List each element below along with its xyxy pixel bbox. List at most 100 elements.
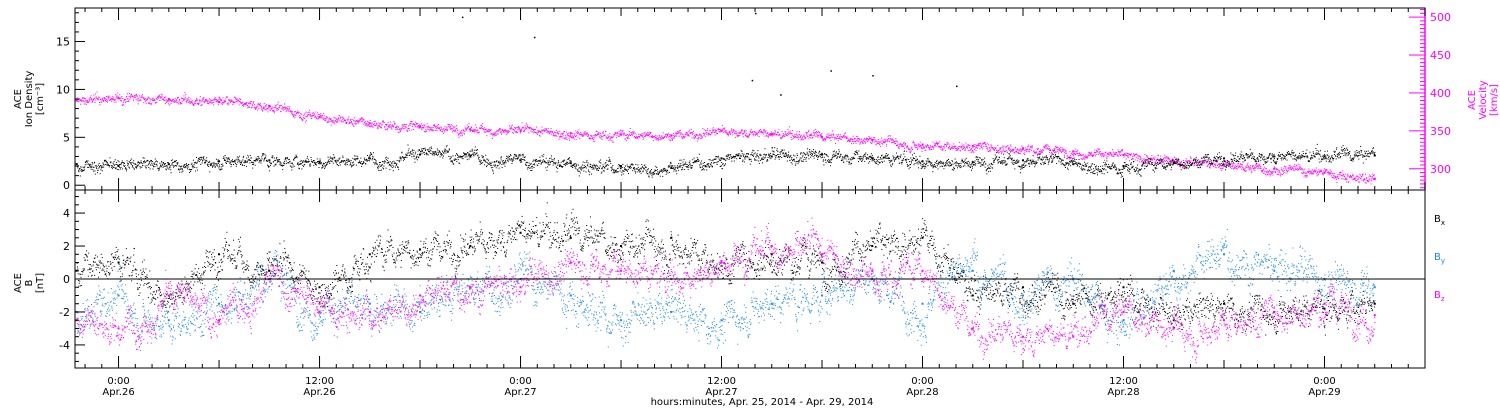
- scatter-dot: [1103, 159, 1105, 161]
- scatter-dot: [371, 159, 373, 161]
- scatter-dot: [152, 161, 154, 163]
- scatter-dot: [737, 132, 739, 134]
- scatter-dot: [812, 132, 814, 134]
- scatter-dot: [179, 171, 181, 173]
- scatter-dot: [1105, 151, 1107, 153]
- scatter-dot: [417, 157, 419, 159]
- scatter-dot: [506, 132, 508, 134]
- scatter-dot: [156, 97, 158, 99]
- scatter-dot: [330, 117, 332, 119]
- scatter-dot: [1017, 149, 1019, 151]
- scatter-dot: [406, 129, 408, 131]
- scatter-dot: [1119, 151, 1121, 153]
- scatter-dot: [337, 121, 339, 123]
- scatter-dot: [1078, 153, 1080, 155]
- scatter-dot: [184, 99, 186, 101]
- scatter-dot: [424, 153, 426, 155]
- scatter-dot: [1323, 172, 1325, 174]
- scatter-dot: [1165, 156, 1167, 158]
- scatter-dot: [677, 130, 679, 132]
- scatter-dot: [740, 130, 742, 132]
- scatter-dot: [405, 156, 407, 158]
- scatter-dot: [494, 134, 496, 136]
- scatter-dot: [1071, 158, 1073, 160]
- scatter-dot: [956, 148, 958, 150]
- scatter-dot: [241, 160, 243, 162]
- scatter-dot: [1345, 179, 1347, 181]
- scatter-dot: [499, 162, 501, 164]
- scatter-dot: [771, 133, 773, 135]
- scatter-dot: [955, 149, 957, 151]
- scatter-dot: [742, 133, 744, 135]
- scatter-dot: [759, 129, 761, 131]
- scatter-dot: [271, 163, 273, 165]
- scatter-dot: [1083, 157, 1085, 159]
- scatter-dot: [467, 155, 469, 157]
- scatter-dot: [405, 123, 407, 125]
- scatter-dot: [766, 132, 768, 134]
- scatter-dot: [108, 95, 110, 97]
- scatter-dot: [1065, 150, 1067, 152]
- scatter-dot: [1250, 170, 1252, 172]
- scatter-dot: [345, 162, 347, 164]
- scatter-dot: [207, 162, 209, 164]
- scatter-dot: [584, 131, 586, 133]
- scatter-dot: [517, 131, 519, 133]
- scatter-dot: [744, 131, 746, 133]
- scatter-dot: [1166, 159, 1168, 161]
- scatter-dot: [385, 124, 387, 126]
- scatter-dot: [1279, 175, 1281, 177]
- scatter-dot: [170, 99, 172, 101]
- scatter-dot: [544, 129, 546, 131]
- scatter-dot: [1300, 169, 1302, 171]
- scatter-dot: [827, 135, 829, 137]
- scatter-dot: [824, 140, 826, 142]
- scatter-dot: [1356, 175, 1358, 177]
- scatter-dot: [283, 165, 285, 167]
- scatter-dot: [365, 163, 367, 165]
- scatter-dot: [1239, 166, 1241, 168]
- scatter-dot: [892, 141, 894, 143]
- scatter-dot: [362, 163, 364, 165]
- scatter-dot: [346, 123, 348, 125]
- scatter-dot: [223, 156, 225, 158]
- scatter-dot: [1117, 154, 1119, 156]
- scatter-dot: [358, 121, 360, 123]
- scatter-dot: [976, 147, 978, 149]
- scatter-dot: [467, 126, 469, 128]
- scatter-dot: [353, 163, 355, 165]
- scatter-dot: [566, 136, 568, 138]
- scatter-dot: [151, 160, 153, 162]
- scatter-dot: [424, 131, 426, 133]
- scatter-dot: [87, 166, 89, 168]
- scatter-dot: [144, 161, 146, 163]
- scatter-dot: [1179, 164, 1181, 166]
- scatter-dot: [808, 130, 810, 132]
- scatter-dot: [445, 152, 447, 154]
- scatter-dot: [279, 105, 281, 107]
- scatter-dot: [202, 100, 204, 102]
- scatter-dot: [235, 159, 237, 161]
- scatter-dot: [365, 124, 367, 126]
- scatter-dot: [1039, 151, 1041, 153]
- scatter-dot: [801, 138, 803, 140]
- scatter-dot: [347, 159, 349, 161]
- scatter-dot: [511, 124, 513, 126]
- scatter-dot: [936, 141, 938, 143]
- scatter-dot: [897, 144, 899, 146]
- scatter-dot: [1117, 149, 1119, 151]
- scatter-dot: [350, 160, 352, 162]
- scatter-dot: [632, 132, 634, 134]
- scatter-dot: [1178, 165, 1180, 167]
- scatter-dot: [233, 101, 235, 103]
- scatter-dot: [1217, 163, 1219, 165]
- scatter-dot: [1159, 161, 1161, 163]
- scatter-dot: [766, 133, 768, 135]
- scatter-dot: [99, 165, 101, 167]
- scatter-dot: [474, 153, 476, 155]
- scatter-dot: [426, 153, 428, 155]
- scatter-dot: [870, 142, 872, 144]
- scatter-dot: [600, 135, 602, 137]
- scatter-dot: [249, 106, 251, 108]
- scatter-dot: [108, 166, 110, 168]
